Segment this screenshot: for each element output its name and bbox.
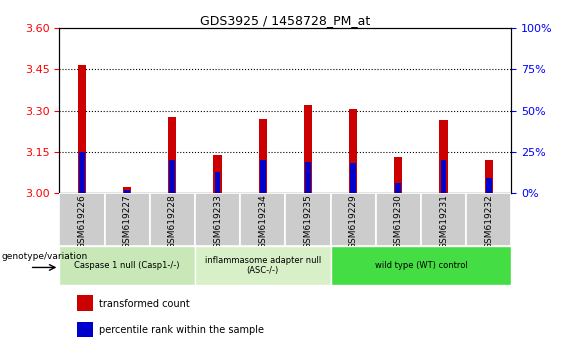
Bar xyxy=(215,172,220,193)
Bar xyxy=(466,193,511,246)
Bar xyxy=(421,193,466,246)
Bar xyxy=(440,120,447,193)
Bar xyxy=(240,193,285,246)
Text: GSM619228: GSM619228 xyxy=(168,195,177,249)
Bar xyxy=(304,105,312,193)
Bar xyxy=(259,119,267,193)
Bar xyxy=(260,160,266,193)
Bar xyxy=(77,295,93,311)
Bar xyxy=(170,160,175,193)
Text: GSM619226: GSM619226 xyxy=(77,195,86,249)
Text: percentile rank within the sample: percentile rank within the sample xyxy=(99,325,264,335)
Bar xyxy=(486,178,492,193)
Text: inflammasome adapter null
(ASC-/-): inflammasome adapter null (ASC-/-) xyxy=(205,256,321,275)
Bar xyxy=(59,193,105,246)
Bar xyxy=(331,246,511,285)
Bar xyxy=(349,109,357,193)
Bar xyxy=(78,65,86,193)
Text: GSM619229: GSM619229 xyxy=(349,195,358,249)
Bar xyxy=(331,193,376,246)
Bar xyxy=(350,163,356,193)
Text: GSM619227: GSM619227 xyxy=(123,195,132,249)
Text: GSM619231: GSM619231 xyxy=(439,195,448,250)
Bar xyxy=(441,160,446,193)
Bar xyxy=(285,193,331,246)
Bar xyxy=(396,183,401,193)
Bar xyxy=(124,190,130,193)
Bar xyxy=(123,188,131,193)
Text: GSM619233: GSM619233 xyxy=(213,195,222,250)
Text: GSM619234: GSM619234 xyxy=(258,195,267,249)
Bar xyxy=(485,160,493,193)
Text: transformed count: transformed count xyxy=(99,298,190,309)
Title: GDS3925 / 1458728_PM_at: GDS3925 / 1458728_PM_at xyxy=(200,14,371,27)
Text: genotype/variation: genotype/variation xyxy=(1,252,88,262)
Bar xyxy=(59,246,195,285)
Text: Caspase 1 null (Casp1-/-): Caspase 1 null (Casp1-/-) xyxy=(75,261,180,270)
Bar xyxy=(105,193,150,246)
Bar xyxy=(150,193,195,246)
Bar xyxy=(77,322,93,337)
Text: wild type (WT) control: wild type (WT) control xyxy=(375,261,467,270)
Text: GSM619235: GSM619235 xyxy=(303,195,312,250)
Bar xyxy=(195,246,331,285)
Bar xyxy=(214,155,221,193)
Text: GSM619230: GSM619230 xyxy=(394,195,403,250)
Bar xyxy=(376,193,421,246)
Bar xyxy=(195,193,240,246)
Bar xyxy=(305,162,311,193)
Text: GSM619232: GSM619232 xyxy=(484,195,493,249)
Bar xyxy=(79,152,85,193)
Bar xyxy=(168,118,176,193)
Bar xyxy=(394,157,402,193)
